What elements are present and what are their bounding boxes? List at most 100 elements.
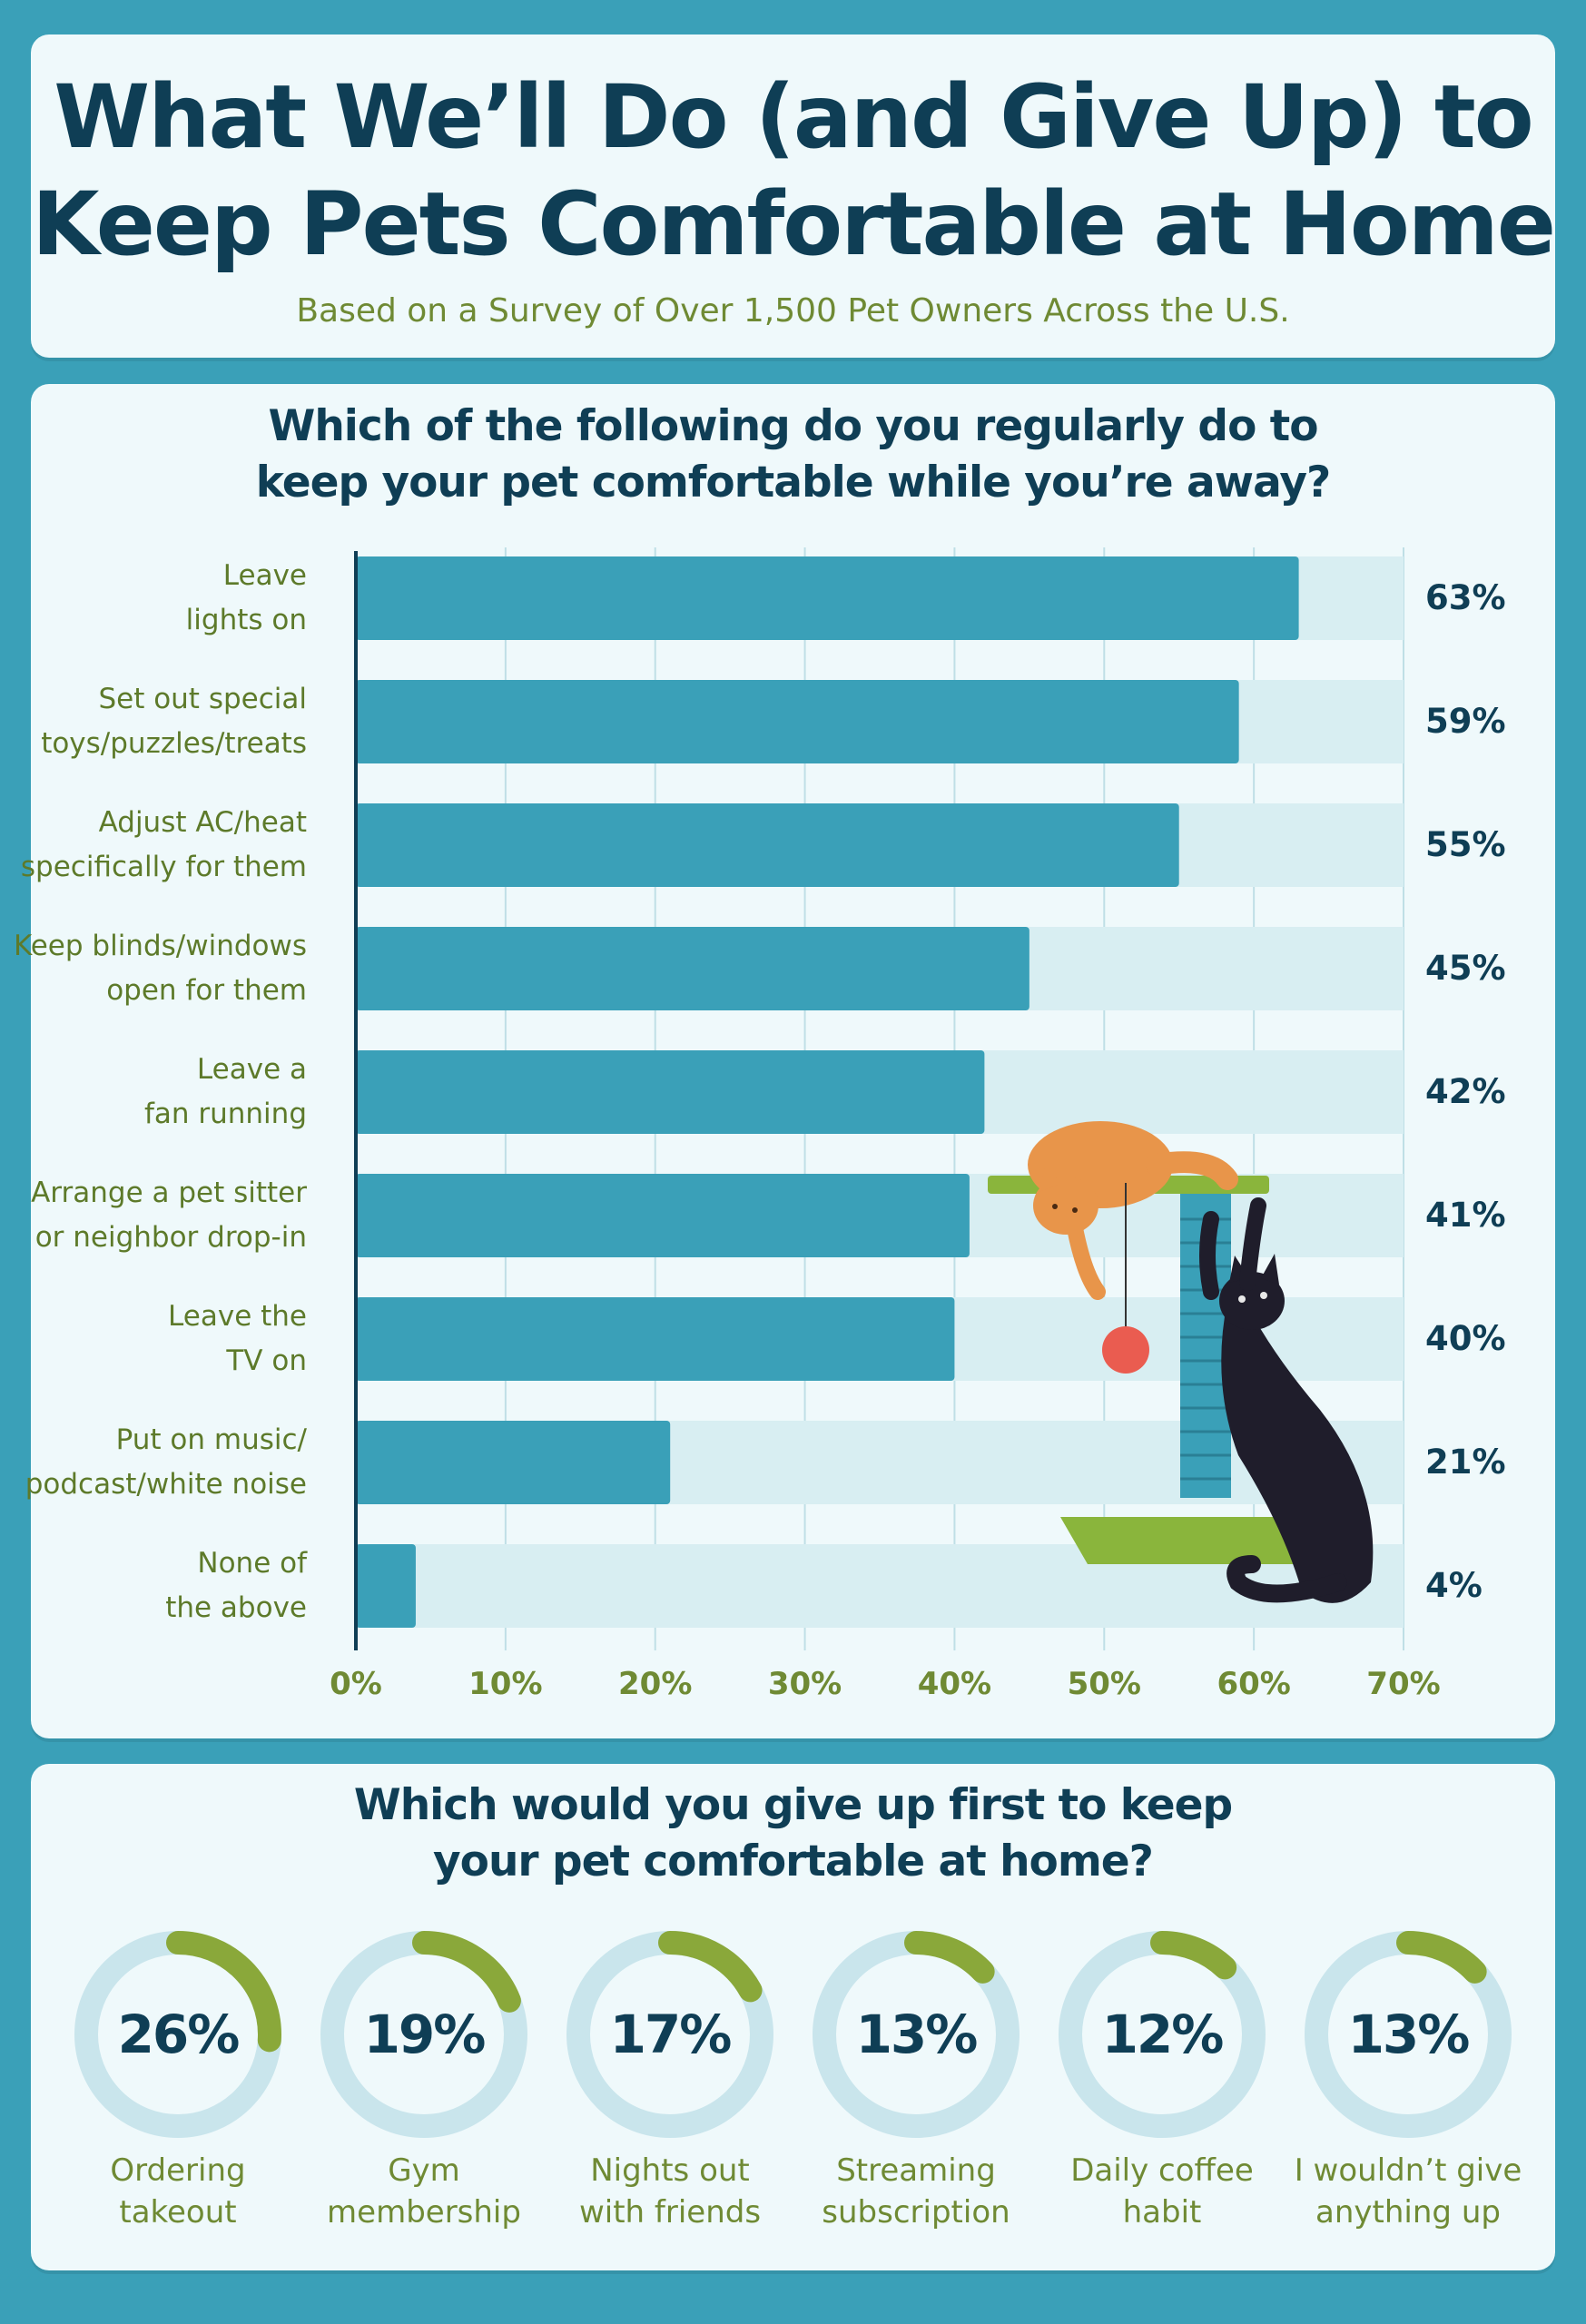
- toy-ball-icon: [1102, 1326, 1149, 1374]
- donut-value: 13%: [855, 2004, 979, 2065]
- bar-chart-title-line-2: keep your pet comfortable while you’re a…: [255, 458, 1332, 507]
- donut-label: Streaming subscription: [793, 2150, 1039, 2233]
- bar: [356, 803, 1179, 887]
- donut-chart: 17%: [565, 1929, 775, 2140]
- orange-cat-icon: [1028, 1121, 1238, 1300]
- title-line-1: What We’ll Do (and Give Up) to: [54, 66, 1533, 168]
- category-label-line: or neighbor drop-in: [34, 1221, 307, 1254]
- donut-arc: [1305, 1931, 1512, 2138]
- category-label: Set out special toys/puzzles/treats: [0, 677, 307, 766]
- category-label: Leave a fan running: [0, 1048, 307, 1137]
- category-label-line: podcast/white noise: [25, 1468, 307, 1501]
- x-tick-label: 60%: [1217, 1666, 1291, 1702]
- x-tick-label: 70%: [1366, 1666, 1441, 1702]
- donut-label: Ordering takeout: [55, 2150, 300, 2233]
- donut-label-line: Streaming: [836, 2152, 996, 2189]
- donut-value: 19%: [363, 2004, 487, 2065]
- donut-arc: [566, 1931, 773, 2138]
- donut-chart-card: Which would you give up first to keep yo…: [31, 1764, 1555, 2270]
- donut-label-line: Gym: [388, 2152, 460, 2189]
- donut-arc: [320, 1931, 527, 2138]
- value-label: 45%: [1425, 949, 1506, 988]
- bar: [356, 1050, 985, 1134]
- category-label-line: Adjust AC/heat: [98, 806, 307, 839]
- donut-label: Daily coffee habit: [1039, 2150, 1285, 2233]
- category-label-line: Leave the: [168, 1300, 307, 1333]
- category-label-line: toys/puzzles/treats: [41, 727, 307, 760]
- donut-arc: [74, 1931, 281, 2138]
- bar-chart-title-line-1: Which of the following do you regularly …: [268, 401, 1319, 451]
- donut-label-line: Ordering: [110, 2152, 246, 2189]
- category-label: Keep blinds/windows open for them: [0, 924, 307, 1013]
- black-cat-icon: [1199, 1197, 1374, 1603]
- value-label: 42%: [1425, 1072, 1506, 1111]
- donut-value: 12%: [1101, 2004, 1225, 2065]
- category-label-line: lights on: [185, 604, 307, 636]
- x-tick-label: 0%: [330, 1666, 382, 1702]
- category-label-line: Arrange a pet sitter: [31, 1177, 307, 1209]
- x-tick-label: 50%: [1067, 1666, 1141, 1702]
- donut-chart: 12%: [1057, 1929, 1267, 2140]
- donut-value: 17%: [609, 2004, 733, 2065]
- category-label: Put on music/podcast/white noise: [0, 1418, 307, 1507]
- bar-chart: [354, 547, 1404, 1650]
- category-label-line: Leave a: [196, 1053, 307, 1086]
- category-label: None of the above: [0, 1541, 307, 1630]
- value-label: 41%: [1425, 1196, 1506, 1235]
- donut-chart-title-line-2: your pet comfortable at home?: [433, 1837, 1154, 1886]
- category-label: Leave lights on: [0, 554, 307, 643]
- bar: [356, 1421, 671, 1504]
- category-label-line: fan running: [143, 1098, 307, 1130]
- category-label-line: Leave: [222, 559, 307, 592]
- bar: [356, 927, 1029, 1010]
- category-label: Arrange a pet sitter or neighbor drop-in: [0, 1171, 307, 1260]
- donut-label-line: Daily coffee: [1070, 2152, 1254, 2189]
- donut-chart: 19%: [319, 1929, 529, 2140]
- value-label: 59%: [1425, 702, 1506, 741]
- donut-label: I wouldn’t give anything up: [1286, 2150, 1531, 2233]
- cat-tree-base: [1060, 1517, 1344, 1564]
- category-label: Adjust AC/heat specifically for them: [0, 801, 307, 890]
- x-tick-label: 10%: [468, 1666, 543, 1702]
- subtitle: Based on a Survey of Over 1,500 Pet Owne…: [296, 292, 1290, 330]
- bar-chart-card: Which of the following do you regularly …: [14, 384, 1555, 1738]
- donut-value: 13%: [1347, 2004, 1471, 2065]
- donut-chart: 26%: [73, 1929, 283, 2140]
- donut-label-line: with friends: [578, 2194, 762, 2230]
- category-label-line: open for them: [106, 974, 307, 1007]
- donut-label-line: anything up: [1315, 2194, 1501, 2230]
- category-label: Leave the TV on: [0, 1295, 307, 1384]
- bar: [356, 1174, 970, 1257]
- category-label-line: TV on: [226, 1344, 307, 1377]
- donut-label: Gym membership: [301, 2150, 547, 2233]
- donut-arc: [1059, 1931, 1266, 2138]
- bar: [356, 1297, 955, 1381]
- header-card: What We’ll Do (and Give Up) to Keep Pets…: [31, 34, 1556, 358]
- category-label-line: Set out special: [98, 683, 307, 715]
- donut-label-line: membership: [327, 2194, 521, 2230]
- donut-chart-title-line-1: Which would you give up first to keep: [353, 1780, 1233, 1830]
- category-label-line: the above: [165, 1591, 307, 1624]
- title-line-2: Keep Pets Comfortable at Home: [32, 173, 1556, 275]
- donut-arc: [813, 1931, 1020, 2138]
- category-label-line: Put on music/: [115, 1423, 307, 1456]
- donut-label-line: habit: [1122, 2194, 1202, 2230]
- value-label: 21%: [1425, 1443, 1506, 1482]
- donut-chart: 13%: [811, 1929, 1021, 2140]
- donut-label-line: Nights out: [590, 2152, 750, 2189]
- cats-illustration: [988, 1121, 1374, 1603]
- bar: [356, 680, 1239, 763]
- donut-chart: 13%: [1303, 1929, 1513, 2140]
- value-label: 40%: [1425, 1319, 1506, 1358]
- x-tick-label: 30%: [767, 1666, 842, 1702]
- donut-value: 26%: [117, 2004, 241, 2065]
- donut-label-line: takeout: [119, 2194, 237, 2230]
- value-label: 63%: [1425, 578, 1506, 617]
- donut-label: Nights out with friends: [547, 2150, 793, 2233]
- value-label: 4%: [1425, 1566, 1483, 1605]
- x-tick-label: 20%: [618, 1666, 693, 1702]
- category-label-line: Keep blinds/windows: [13, 930, 307, 962]
- category-label-line: specifically for them: [20, 851, 307, 883]
- x-tick-label: 40%: [917, 1666, 992, 1702]
- bar: [356, 556, 1299, 640]
